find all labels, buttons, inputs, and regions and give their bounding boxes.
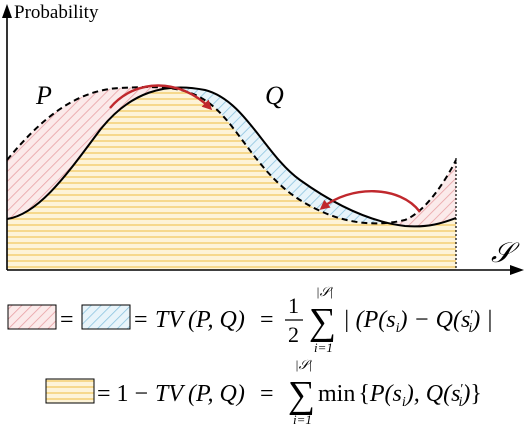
f2-p: P(s bbox=[369, 381, 402, 407]
f1-sub-i: i bbox=[396, 321, 400, 336]
f1-sub-i2: i bbox=[468, 321, 472, 336]
f2-tv: TV bbox=[155, 381, 185, 407]
x-axis-arrowhead bbox=[510, 265, 524, 275]
f1-eq2: = bbox=[134, 307, 148, 333]
p-curve bbox=[6, 86, 457, 225]
f1-args: (P, Q) bbox=[188, 307, 245, 333]
legend-blue-swatch bbox=[81, 304, 131, 330]
f2-prime: ′ bbox=[460, 382, 463, 397]
f1-mid: ) − Q(s bbox=[397, 307, 470, 333]
f2-close: } bbox=[470, 381, 482, 407]
f2-close-paren: ) bbox=[460, 381, 470, 407]
f1-tv: TV bbox=[155, 307, 185, 333]
legend-red-swatch bbox=[7, 304, 57, 330]
f2-body: min {P(si), Q(s′ i)} bbox=[318, 381, 482, 410]
f2-sum-upper: |𝒮| bbox=[295, 357, 313, 372]
f1-eq1: = bbox=[60, 307, 74, 333]
f1-half-num: 1 bbox=[288, 293, 299, 318]
arrow-top bbox=[109, 84, 213, 111]
f1-sum-lower: i=1 bbox=[314, 340, 333, 355]
f1-eq3: = bbox=[260, 307, 274, 333]
f2-eq2: = bbox=[260, 381, 274, 407]
arrow-bottom bbox=[319, 190, 421, 213]
f2-sigma: ∑ bbox=[288, 374, 315, 416]
f2-sub-i2: i bbox=[458, 395, 462, 410]
x-axis-label: 𝒮 bbox=[491, 238, 520, 269]
f1-sigma: ∑ bbox=[309, 301, 336, 343]
y-axis-arrowhead bbox=[2, 4, 12, 18]
f1-sum-upper: |𝒮| bbox=[316, 284, 334, 299]
overlap-region bbox=[7, 87, 456, 270]
f2-open: { bbox=[358, 381, 370, 407]
q-curve-label: Q bbox=[265, 81, 284, 110]
f2-min: min bbox=[318, 381, 355, 407]
p-curve-label: P bbox=[35, 81, 52, 110]
y-axis-label: Probability bbox=[14, 2, 99, 23]
f1-prime: ′ bbox=[470, 308, 473, 323]
f1-body-open: | (P(s bbox=[343, 307, 396, 333]
f2-args: (P, Q) bbox=[188, 381, 245, 407]
f1-end: ) | bbox=[470, 307, 493, 333]
f2-comma: ), Q(s bbox=[404, 381, 461, 407]
q-curve bbox=[6, 86, 457, 228]
f2-sum-lower: i=1 bbox=[293, 412, 312, 424]
f1-half-den: 2 bbox=[288, 322, 299, 347]
legend-yellow-swatch bbox=[45, 378, 95, 404]
f1-body: | (P(si) − Q(s′ i) | bbox=[343, 307, 493, 336]
f2-eq1: = 1 − bbox=[97, 381, 148, 407]
f2-sub-i: i bbox=[402, 395, 406, 410]
